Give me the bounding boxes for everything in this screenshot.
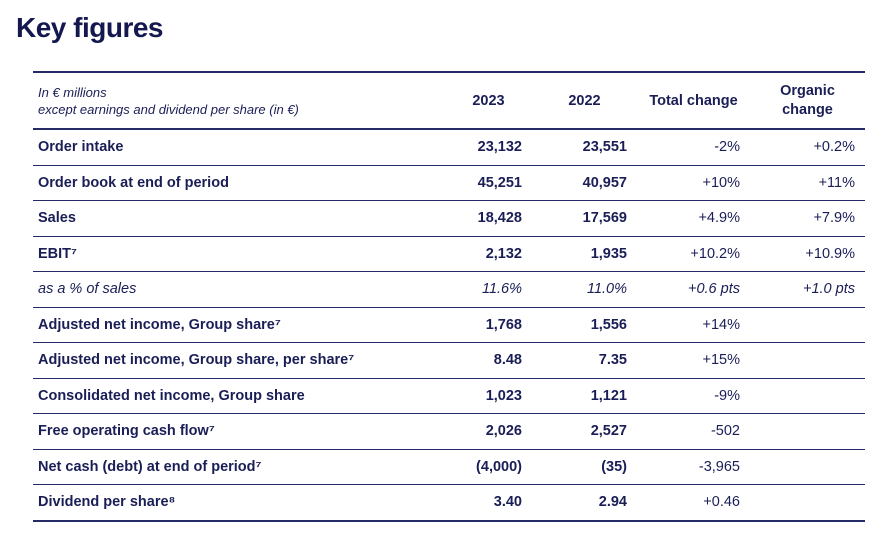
value-2022: 2.94 — [532, 484, 637, 522]
value-2023: 11.6% — [445, 271, 532, 308]
row-label: Sales — [33, 200, 445, 237]
value-2022: 11.0% — [532, 271, 637, 308]
row-label: as a % of sales — [33, 271, 445, 308]
row-label: Order intake — [33, 129, 445, 166]
table-row: Sales 18,428 17,569 +4.9% +7.9% — [33, 200, 865, 237]
page-title: Key figures — [16, 12, 164, 43]
table-body: Order intake 23,132 23,551 -2% +0.2% Ord… — [33, 129, 865, 522]
col-header-organic-change-label: Organic change — [780, 82, 835, 118]
table-row: EBIT⁷ 2,132 1,935 +10.2% +10.9% — [33, 236, 865, 272]
row-label: Adjusted net income, Group share, per sh… — [33, 342, 445, 379]
table-header: In € millions except earnings and divide… — [33, 72, 865, 130]
row-label: Dividend per share⁸ — [33, 484, 445, 522]
value-2023: 2,026 — [445, 413, 532, 450]
col-header-2022: 2022 — [532, 72, 637, 130]
value-total-change: +15% — [637, 342, 750, 379]
value-2023: 23,132 — [445, 129, 532, 166]
table-row: Adjusted net income, Group share, per sh… — [33, 342, 865, 379]
value-total-change: -9% — [637, 378, 750, 414]
value-total-change: +0.46 — [637, 484, 750, 522]
header-row: In € millions except earnings and divide… — [33, 72, 865, 130]
unit-note: In € millions except earnings and divide… — [33, 72, 445, 130]
row-label: Order book at end of period — [33, 165, 445, 201]
value-organic-change: +0.2% — [750, 129, 865, 166]
value-2023: 18,428 — [445, 200, 532, 237]
col-header-total-change: Total change — [637, 72, 750, 130]
value-total-change: -2% — [637, 129, 750, 166]
table-row: Adjusted net income, Group share⁷ 1,768 … — [33, 307, 865, 343]
value-2023: 1,023 — [445, 378, 532, 414]
unit-note-line1: In € millions — [38, 84, 107, 100]
value-total-change: +10% — [637, 165, 750, 201]
table-row: Order book at end of period 45,251 40,95… — [33, 165, 865, 201]
row-label: EBIT⁷ — [33, 236, 445, 272]
value-organic-change — [750, 342, 865, 379]
value-2023: 1,768 — [445, 307, 532, 343]
table-row: Dividend per share⁸ 3.40 2.94 +0.46 — [33, 484, 865, 522]
value-2022: 1,556 — [532, 307, 637, 343]
value-total-change: +4.9% — [637, 200, 750, 237]
value-2022: 1,121 — [532, 378, 637, 414]
value-organic-change — [750, 449, 865, 485]
col-header-2023: 2023 — [445, 72, 532, 130]
col-header-organic-change: Organic change — [750, 72, 865, 130]
value-2022: 17,569 — [532, 200, 637, 237]
value-total-change: -3,965 — [637, 449, 750, 485]
value-organic-change — [750, 378, 865, 414]
value-total-change: +10.2% — [637, 236, 750, 272]
value-2022: 7.35 — [532, 342, 637, 379]
value-2023: (4,000) — [445, 449, 532, 485]
value-2022: 23,551 — [532, 129, 637, 166]
value-2022: (35) — [532, 449, 637, 485]
value-organic-change: +11% — [750, 165, 865, 201]
value-2023: 3.40 — [445, 484, 532, 522]
row-label: Free operating cash flow⁷ — [33, 413, 445, 450]
value-total-change: +14% — [637, 307, 750, 343]
table-row: as a % of sales 11.6% 11.0% +0.6 pts +1.… — [33, 271, 865, 308]
value-2023: 45,251 — [445, 165, 532, 201]
value-organic-change: +1.0 pts — [750, 271, 865, 308]
table-row: Free operating cash flow⁷ 2,026 2,527 -5… — [33, 413, 865, 450]
value-2023: 8.48 — [445, 342, 532, 379]
key-figures-table: In € millions except earnings and divide… — [33, 71, 865, 522]
row-label: Net cash (debt) at end of period⁷ — [33, 449, 445, 485]
row-label: Adjusted net income, Group share⁷ — [33, 307, 445, 343]
value-2022: 1,935 — [532, 236, 637, 272]
value-total-change: +0.6 pts — [637, 271, 750, 308]
value-total-change: -502 — [637, 413, 750, 450]
value-organic-change: +10.9% — [750, 236, 865, 272]
table-row: Order intake 23,132 23,551 -2% +0.2% — [33, 129, 865, 166]
unit-note-line2: except earnings and dividend per share (… — [38, 101, 299, 117]
value-organic-change — [750, 484, 865, 522]
value-organic-change — [750, 307, 865, 343]
row-label: Consolidated net income, Group share — [33, 378, 445, 414]
value-organic-change: +7.9% — [750, 200, 865, 237]
value-2022: 2,527 — [532, 413, 637, 450]
table-row: Consolidated net income, Group share 1,0… — [33, 378, 865, 414]
table-row: Net cash (debt) at end of period⁷ (4,000… — [33, 449, 865, 485]
value-2022: 40,957 — [532, 165, 637, 201]
value-organic-change — [750, 413, 865, 450]
value-2023: 2,132 — [445, 236, 532, 272]
